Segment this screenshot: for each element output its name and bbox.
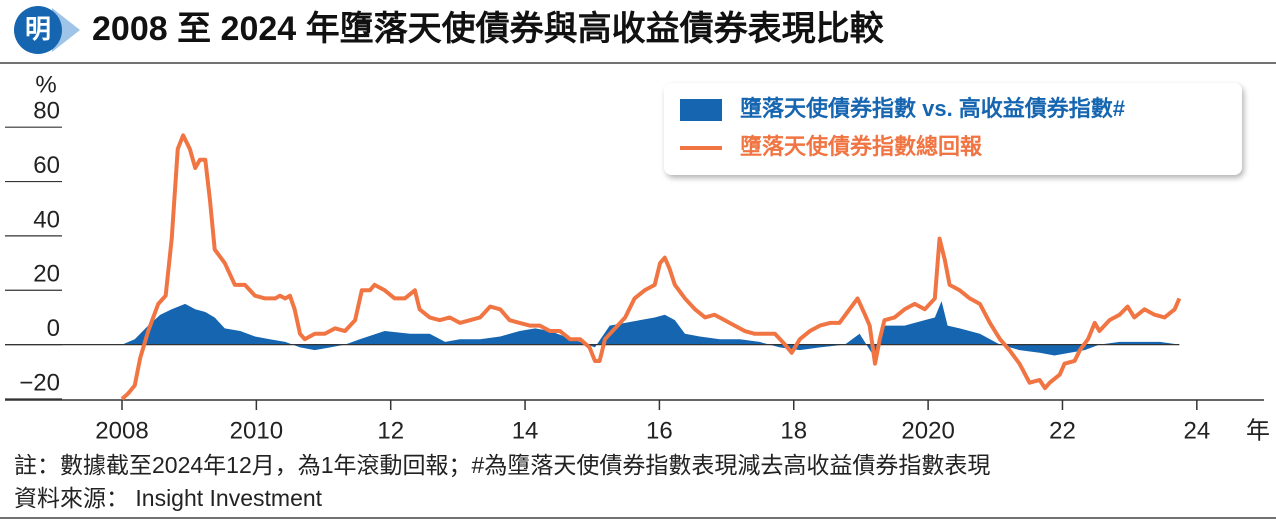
x-tick-label: 16: [646, 417, 673, 444]
chart-title: 2008 至 2024 年墮落天使債券與高收益債券表現比較: [92, 10, 885, 48]
x-tick-label: 2020: [901, 417, 954, 444]
y-tick-label: 40: [33, 206, 60, 233]
line: [120, 133, 1182, 401]
plot: −20 0 20 40 60 80 2008 2010 12 14 16 18 2020 22 24: [5, 98, 1264, 444]
logo: 明: [14, 6, 80, 54]
y-tick-label: 60: [33, 152, 60, 179]
y-tick-label: 80: [33, 98, 60, 125]
area: [122, 301, 1180, 359]
x-tick-label: 2010: [230, 417, 283, 444]
x-tick-label: 14: [512, 417, 539, 444]
y-tick-label: 20: [33, 261, 60, 288]
y-axis-label: %: [35, 71, 56, 98]
legend-box: [664, 83, 1242, 175]
note: 註：數據截至2024年12月，為1年滾動回報；#為墮落天使債券指數表現減去高收益…: [14, 452, 990, 478]
x-tick-label: 24: [1183, 417, 1210, 444]
x-tick-label: 12: [377, 417, 404, 444]
y-tick-label: 0: [47, 315, 60, 342]
x-tick-label: 2008: [95, 417, 148, 444]
x-tick-label: 18: [780, 417, 807, 444]
y-tick-label: −20: [19, 369, 60, 396]
x-axis-label: 年: [1246, 417, 1270, 444]
legend-label: 墮落天使債券指數 vs. 高收益債券指數#: [740, 96, 1125, 121]
source: 資料來源： Insight Investment: [14, 485, 323, 511]
logo-text: 明: [25, 14, 51, 44]
legend-label: 墮落天使債券指數總回報: [740, 134, 983, 159]
legend-swatch: [680, 99, 722, 121]
x-tick-label: 22: [1049, 417, 1076, 444]
legend: 墮落天使債券指數 vs. 高收益債券指數# 墮落天使債券指數總回報: [680, 96, 1125, 159]
